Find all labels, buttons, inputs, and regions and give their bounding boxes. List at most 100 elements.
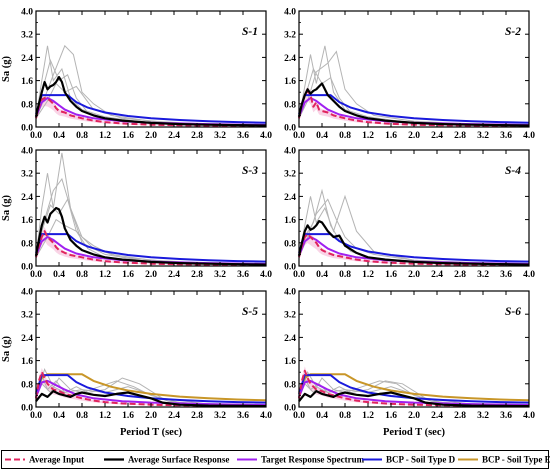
- x-tick-label: 2.0: [408, 131, 420, 141]
- y-tick-label: 2.4: [21, 334, 33, 344]
- chart-panel: 0.0 0.8 1.6 2.4 3.2 4.0 0.0 0.4 0.8 1.2 1.6 2.0 2.4 2…: [284, 288, 535, 439]
- y-tick-label: 1.6: [284, 357, 296, 367]
- y-tick-label: 4.0: [284, 288, 296, 298]
- series-line: [297, 220, 530, 266]
- y-tick-label: 0.0: [284, 404, 296, 414]
- x-axis-label: Period T (sec): [383, 427, 446, 438]
- legend: Average Input Average Surface Response Tar…: [1, 450, 550, 469]
- x-tick-label: 0.4: [53, 411, 65, 421]
- y-axis-label: Sa (g): [1, 336, 12, 362]
- x-tick-label: 2.8: [454, 270, 466, 280]
- x-tick-label: 0.0: [30, 270, 42, 280]
- x-tick-label: 1.2: [362, 411, 374, 421]
- x-tick-label: 4.0: [523, 411, 535, 421]
- legend-box: [1, 450, 549, 469]
- x-tick-label: 0.4: [316, 411, 328, 421]
- x-tick-label: 3.2: [477, 411, 489, 421]
- x-tick-label: 2.8: [454, 411, 466, 421]
- legend-label: Target Response Spectrum: [261, 455, 365, 465]
- x-tick-label: 0.8: [339, 131, 351, 141]
- x-tick-label: 1.6: [122, 131, 134, 141]
- panel-title: S-6: [505, 306, 521, 318]
- x-tick-label: 1.2: [362, 131, 374, 141]
- y-axis-label: Sa (g): [1, 56, 12, 82]
- x-tick-label: 2.8: [454, 131, 466, 141]
- x-tick-label: 3.6: [500, 131, 512, 141]
- x-tick-label: 3.6: [237, 411, 249, 421]
- x-tick-label: 0.0: [30, 411, 42, 421]
- y-tick-label: 0.0: [21, 404, 33, 414]
- y-tick-label: 0.0: [21, 124, 33, 134]
- x-tick-label: 2.0: [145, 131, 157, 141]
- x-tick-label: 3.6: [500, 411, 512, 421]
- x-tick-label: 1.6: [385, 131, 397, 141]
- x-tick-label: 1.6: [385, 270, 397, 280]
- x-tick-label: 2.4: [431, 270, 443, 280]
- x-tick-label: 0.0: [293, 411, 305, 421]
- x-tick-label: 3.6: [237, 270, 249, 280]
- panel-title: S-5: [242, 306, 258, 318]
- x-tick-label: 0.8: [76, 131, 88, 141]
- series-line: [298, 369, 530, 408]
- x-tick-label: 0.4: [53, 131, 65, 141]
- y-tick-label: 3.2: [21, 31, 33, 41]
- panel-title: S-2: [505, 26, 521, 38]
- x-tick-label: 2.0: [145, 270, 157, 280]
- x-tick-label: 0.8: [76, 270, 88, 280]
- y-tick-label: 1.6: [284, 77, 296, 87]
- y-tick-label: 0.0: [284, 124, 296, 134]
- x-tick-label: 1.6: [122, 411, 134, 421]
- panel-title: S-4: [505, 165, 521, 177]
- series-line: [298, 94, 530, 124]
- y-tick-label: 2.4: [21, 193, 33, 203]
- plot-area: [36, 150, 266, 266]
- x-tick-label: 3.2: [477, 131, 489, 141]
- y-tick-label: 2.4: [284, 334, 296, 344]
- x-tick-label: 3.2: [214, 411, 226, 421]
- x-tick-label: 1.6: [385, 411, 397, 421]
- x-tick-label: 2.8: [191, 131, 203, 141]
- x-tick-label: 3.2: [214, 131, 226, 141]
- x-tick-label: 4.0: [523, 131, 535, 141]
- y-tick-label: 1.6: [21, 77, 33, 87]
- y-tick-label: 3.2: [284, 31, 296, 41]
- series-line: [35, 233, 267, 263]
- chart-panel: 0.0 0.8 1.6 2.4 3.2 4.0 0.0 0.4 0.8 1.2 1.6 2.0 2.4 2…: [1, 8, 272, 142]
- x-tick-label: 3.2: [214, 270, 226, 280]
- x-tick-label: 1.2: [99, 270, 111, 280]
- x-tick-label: 1.2: [99, 131, 111, 141]
- x-tick-label: 2.4: [168, 411, 180, 421]
- y-tick-label: 3.2: [21, 170, 33, 180]
- panel-title: S-3: [242, 165, 258, 177]
- y-tick-label: 0.8: [21, 239, 33, 249]
- chart-panel: 0.0 0.8 1.6 2.4 3.2 4.0 0.0 0.4 0.8 1.2 1.6 2.0 2.4 2…: [284, 8, 535, 142]
- series-line: [298, 233, 530, 263]
- x-tick-label: 2.4: [168, 270, 180, 280]
- legend-label: BCP - Soil Type D: [386, 455, 456, 465]
- x-tick-label: 2.8: [191, 270, 203, 280]
- y-tick-label: 0.8: [21, 380, 33, 390]
- x-tick-label: 4.0: [260, 411, 272, 421]
- x-tick-label: 0.8: [76, 411, 88, 421]
- y-tick-label: 3.2: [21, 311, 33, 321]
- y-tick-label: 1.6: [284, 216, 296, 226]
- y-tick-label: 3.2: [284, 311, 296, 321]
- y-tick-label: 0.8: [21, 100, 33, 110]
- plot-area: [299, 150, 529, 266]
- series-line: [34, 206, 267, 266]
- y-tick-label: 0.8: [284, 100, 296, 110]
- x-tick-label: 0.0: [30, 131, 42, 141]
- x-axis-label: Period T (sec): [120, 427, 183, 438]
- x-tick-label: 4.0: [260, 270, 272, 280]
- y-tick-label: 0.8: [284, 239, 296, 249]
- y-tick-label: 4.0: [21, 288, 33, 298]
- x-tick-label: 3.6: [500, 270, 512, 280]
- legend-label: BCP - Soil Type E: [482, 455, 550, 465]
- chart-panel: 0.0 0.8 1.6 2.4 3.2 4.0 0.0 0.4 0.8 1.2 1.6 2.0 2.4 2…: [1, 288, 272, 439]
- y-tick-label: 3.2: [284, 170, 296, 180]
- x-tick-label: 2.4: [431, 411, 443, 421]
- panel-title: S-1: [242, 26, 258, 38]
- x-tick-label: 4.0: [523, 270, 535, 280]
- y-tick-label: 2.4: [21, 54, 33, 64]
